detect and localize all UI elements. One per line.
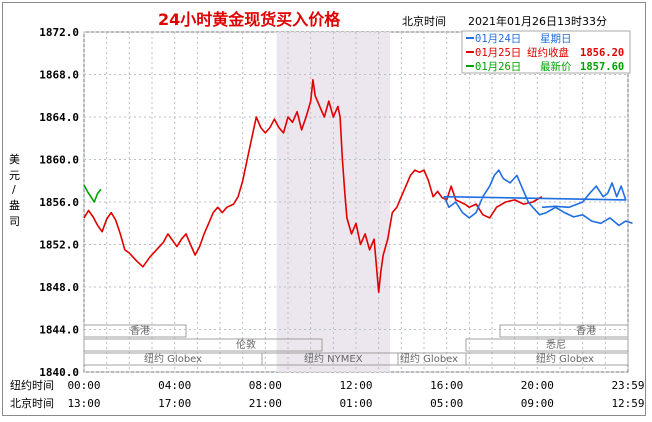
y-tick-label: 1864.0	[39, 111, 79, 124]
x-tick-bj: 01:00	[339, 397, 372, 410]
clock-label: 北京时间	[402, 14, 446, 28]
session-label: 纽约 Globex	[400, 352, 458, 365]
session-bar	[465, 338, 629, 352]
legend-date: 01月25日	[475, 47, 521, 59]
y-tick-label: 1872.0	[39, 26, 79, 39]
series-line	[83, 184, 102, 203]
x-tick-bj: 13:00	[67, 397, 100, 410]
legend-extra: 星期日	[540, 33, 572, 45]
chart-title: 24小时黄金现货买入价格	[158, 10, 341, 29]
x-tick-ny: 08:00	[249, 379, 282, 392]
legend: 01月24日 星期日 01月25日 纽约收盘 1856.20 01月26日 最新…	[461, 30, 631, 74]
x-axis-rows: 纽约时间 北京时间 00:00 04:00 08:00 12:00 16:00 20:00…	[10, 378, 645, 410]
session-label: 香港	[130, 325, 150, 337]
legend-box	[461, 30, 631, 74]
y-axis-label-char: 盎	[9, 198, 20, 212]
legend-entry-0126: 01月26日 最新价 1857.60	[466, 60, 624, 73]
session-label: 香港	[576, 325, 596, 337]
x-tick-bj: 17:00	[158, 397, 191, 410]
legend-entry-0125: 01月25日 纽约收盘 1856.20	[466, 46, 624, 59]
session-bar	[83, 338, 323, 352]
session-label: 纽约 Globex	[144, 352, 202, 365]
legend-value: 1857.60	[580, 61, 624, 73]
session-bar	[499, 324, 629, 338]
legend-entry-0124: 01月24日 星期日	[466, 33, 572, 45]
x-tick-bj: 21:00	[249, 397, 282, 410]
series-line	[443, 169, 633, 227]
y-tick-label: 1840.0	[39, 366, 79, 379]
y-tick-labels: 1840.0 1844.0 1848.0 1852.0 1856.0 1860.0 1864…	[39, 26, 79, 379]
session-bar	[465, 352, 629, 366]
y-tick-label: 1844.0	[39, 324, 79, 337]
session-bar	[83, 324, 187, 338]
x-tick-ny: 23:59	[611, 379, 644, 392]
legend-value: 1856.20	[580, 47, 624, 59]
x-tick-ny: 16:00	[430, 379, 463, 392]
x-tick-ny: 04:00	[158, 379, 191, 392]
legend-extra: 纽约收盘	[527, 46, 569, 59]
legend-date: 01月24日	[475, 33, 521, 45]
price-series	[83, 79, 633, 294]
session-label: 纽约 Globex	[536, 352, 594, 365]
y-tick-label: 1848.0	[39, 281, 79, 294]
y-axis-label-char: 元	[9, 169, 20, 182]
y-axis-label-char: /	[12, 183, 16, 196]
y-tick-label: 1868.0	[39, 69, 79, 82]
legend-extra: 最新价	[540, 60, 572, 73]
x-tick-bj: 09:00	[521, 397, 554, 410]
session-label: 伦敦	[236, 338, 256, 351]
datetime-text: 2021年01月26日13时33分	[468, 14, 607, 28]
x-tick-bj: 12:59	[611, 397, 644, 410]
y-axis-label-char: 司	[9, 215, 20, 228]
ny-time-label: 纽约时间	[10, 378, 54, 392]
y-tick-label: 1860.0	[39, 154, 79, 167]
x-tick-labels: 00:00 04:00 08:00 12:00 16:00 20:00 23:59 13:00…	[67, 379, 644, 410]
y-axis-label-char: 美	[9, 153, 20, 166]
session-label: 纽约 NYMEX	[304, 352, 363, 365]
y-tick-label: 1856.0	[39, 196, 79, 209]
x-tick-ny: 20:00	[521, 379, 554, 392]
series-line	[83, 79, 543, 294]
x-tick-bj: 05:00	[430, 397, 463, 410]
y-tick-label: 1852.0	[39, 239, 79, 252]
y-axis-label: 美 元 / 盎 司	[9, 153, 20, 228]
x-tick-ny: 12:00	[339, 379, 372, 392]
x-tick-ny: 00:00	[67, 379, 100, 392]
bj-time-label: 北京时间	[10, 396, 54, 410]
legend-date: 01月26日	[475, 61, 521, 73]
session-label: 悉尼	[546, 339, 566, 351]
